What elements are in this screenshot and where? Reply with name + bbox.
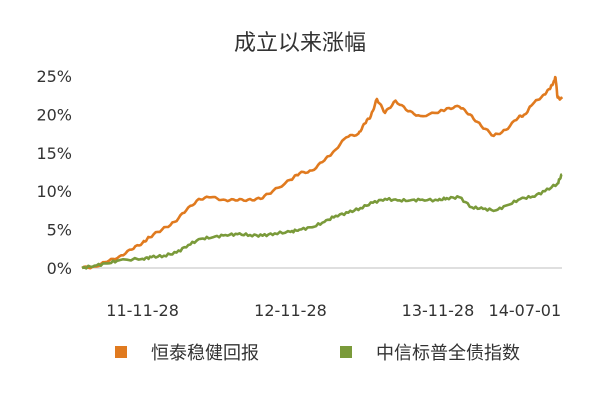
- x-tick-label: 11-11-28: [106, 301, 179, 320]
- legend-label: 中信标普全债指数: [376, 343, 520, 364]
- legend-label: 恒泰稳健回报: [151, 343, 259, 364]
- chart-title: 成立以来涨幅: [234, 31, 366, 56]
- legend-swatch: [115, 346, 127, 358]
- y-tick-label: 25%: [36, 67, 72, 86]
- series-line-2: [81, 173, 563, 270]
- y-axis: 0% 5% 10% 15% 20% 25%: [36, 67, 72, 278]
- legend: 恒泰稳健回报 中信标普全债指数: [115, 343, 520, 364]
- x-axis: 11-11-28 12-11-28 13-11-28 14-07-01: [106, 301, 561, 320]
- y-tick-label: 5%: [47, 221, 72, 240]
- y-tick-label: 10%: [36, 182, 72, 201]
- y-tick-label: 15%: [36, 144, 72, 163]
- series-line-1: [81, 75, 564, 270]
- legend-swatch: [340, 346, 352, 358]
- x-tick-label: 13-11-28: [402, 301, 475, 320]
- series-group: [81, 75, 564, 270]
- x-tick-label: 12-11-28: [254, 301, 327, 320]
- y-tick-label: 0%: [47, 259, 72, 278]
- y-tick-label: 20%: [36, 105, 72, 124]
- x-tick-label: 14-07-01: [489, 301, 562, 320]
